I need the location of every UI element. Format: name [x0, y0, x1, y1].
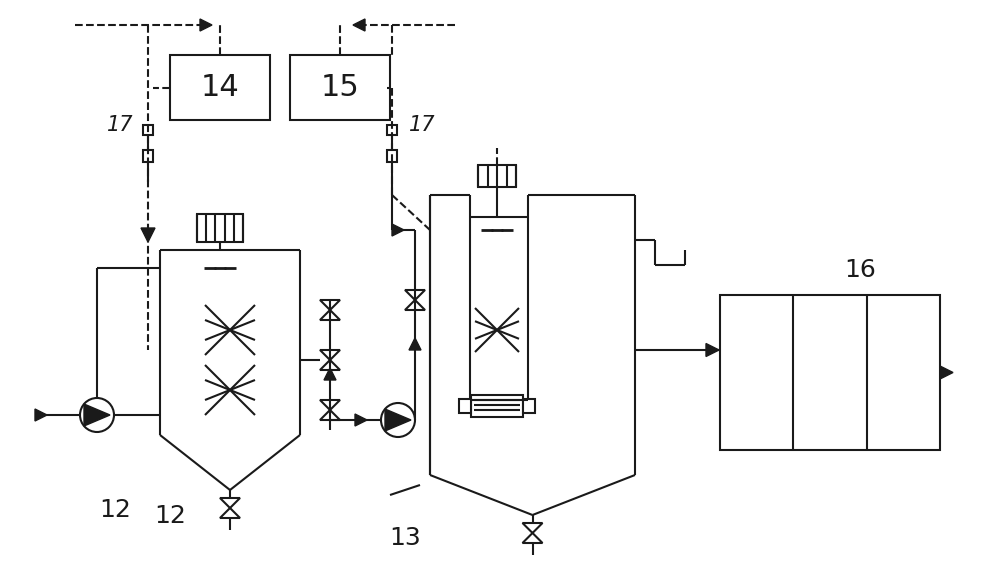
- Bar: [459, 399, 471, 413]
- Bar: [143, 150, 153, 162]
- Text: 15: 15: [321, 73, 359, 102]
- Polygon shape: [392, 224, 404, 236]
- Polygon shape: [220, 508, 240, 518]
- Polygon shape: [200, 19, 212, 31]
- Text: 12: 12: [99, 498, 131, 522]
- Text: 16: 16: [844, 258, 876, 282]
- Polygon shape: [320, 410, 340, 420]
- Text: 13: 13: [389, 526, 421, 550]
- Polygon shape: [355, 414, 367, 426]
- Text: 17: 17: [409, 115, 435, 135]
- Polygon shape: [405, 290, 425, 300]
- Polygon shape: [385, 409, 411, 431]
- Polygon shape: [141, 228, 155, 242]
- Polygon shape: [405, 300, 425, 310]
- Polygon shape: [706, 343, 719, 357]
- Bar: [478, 165, 516, 187]
- Bar: [387, 150, 397, 162]
- Bar: [290, 55, 390, 120]
- Polygon shape: [84, 404, 110, 426]
- Bar: [197, 214, 243, 242]
- Bar: [471, 395, 523, 417]
- Polygon shape: [324, 368, 336, 380]
- Polygon shape: [320, 400, 340, 410]
- Polygon shape: [320, 360, 340, 370]
- Text: 14: 14: [201, 73, 239, 102]
- Polygon shape: [320, 310, 340, 320]
- Polygon shape: [35, 409, 47, 421]
- Text: 12: 12: [154, 504, 186, 528]
- Polygon shape: [320, 350, 340, 360]
- Polygon shape: [320, 300, 340, 310]
- Polygon shape: [353, 19, 365, 31]
- Polygon shape: [409, 338, 421, 350]
- Bar: [170, 55, 270, 120]
- Bar: [387, 125, 397, 135]
- Polygon shape: [522, 523, 542, 533]
- Polygon shape: [220, 498, 240, 508]
- Text: 17: 17: [107, 115, 133, 135]
- Bar: [523, 399, 535, 413]
- Bar: [143, 125, 153, 135]
- Polygon shape: [940, 366, 953, 379]
- Polygon shape: [522, 533, 542, 543]
- Bar: [720, 295, 940, 450]
